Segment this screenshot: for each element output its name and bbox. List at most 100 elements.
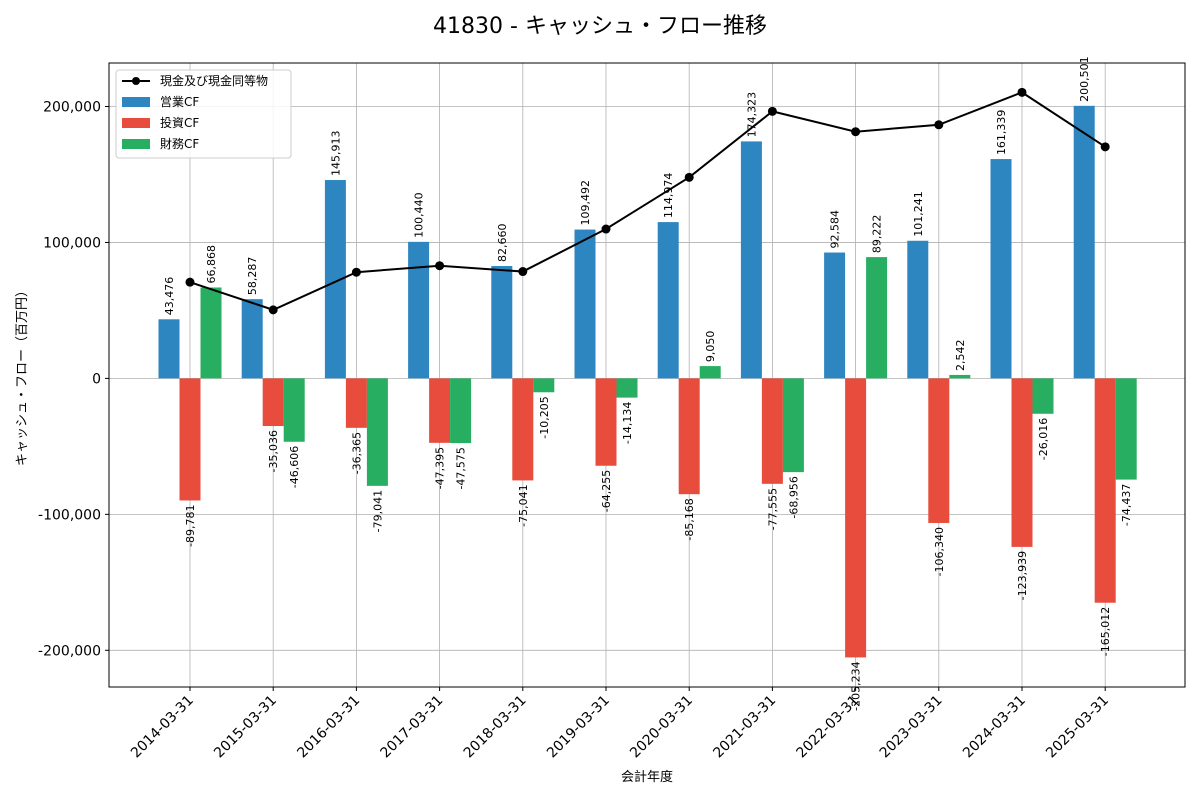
operating-cf-bar (824, 252, 846, 379)
operating-cf-bar (740, 141, 762, 379)
financing-cf-bar (366, 378, 388, 486)
operating-cf-label: 82,660 (496, 224, 509, 263)
operating-cf-label: 161,339 (995, 110, 1008, 156)
investing-cf-bar (1094, 378, 1116, 603)
financing-cf-bar (533, 378, 555, 393)
investing-cf-bar (429, 378, 451, 443)
financing-cf-bar (949, 374, 971, 379)
financing-cf-label: 9,050 (704, 331, 717, 363)
investing-cf-label: -75,041 (517, 484, 530, 526)
financing-cf-label: -47,575 (455, 447, 468, 489)
financing-cf-bar (283, 378, 305, 442)
investing-cf-label: -123,939 (1016, 551, 1029, 600)
financing-cf-bar (782, 378, 804, 473)
operating-cf-label: 174,323 (745, 92, 758, 138)
y-tick-label: -200,000 (38, 643, 101, 659)
investing-cf-bar (1011, 378, 1033, 547)
legend: 現金及び現金同等物 営業CF 投資CF 財務CF (115, 69, 292, 159)
legend-swatch-operating (122, 97, 150, 107)
legend-line-marker (132, 77, 140, 85)
investing-cf-bar (345, 378, 367, 428)
financing-cf-label: -74,437 (1120, 484, 1133, 526)
investing-cf-bar (512, 378, 534, 481)
operating-cf-bar (907, 240, 929, 379)
legend-box (115, 69, 292, 159)
financing-cf-label: -14,134 (621, 402, 634, 444)
operating-cf-bar (574, 229, 596, 379)
chart-title: 41830 - キャッシュ・フロー推移 (433, 14, 767, 39)
investing-cf-label: -77,555 (766, 488, 779, 530)
investing-cf-label: -64,255 (600, 470, 613, 512)
investing-cf-label: -85,168 (683, 498, 696, 540)
investing-cf-label: -89,781 (184, 504, 197, 546)
investing-cf-label: -205,234 (850, 661, 863, 710)
y-axis-label: キャッシュ・フロー（百万円） (15, 284, 30, 466)
cash-equivalents-point (767, 106, 777, 116)
label-layer: 43,476 58,287 145,913 100,440 82,660 109,492 1… (163, 56, 1133, 711)
cash-equivalents-point (601, 224, 611, 234)
financing-cf-label: 2,542 (954, 339, 967, 371)
operating-cf-label: 145,913 (329, 131, 342, 177)
legend-label-financing: 財務CF (160, 136, 199, 151)
cash-equivalents-point (351, 267, 361, 277)
y-tick-label: 200,000 (43, 100, 101, 116)
operating-cf-bar (491, 266, 513, 379)
investing-cf-label: -106,340 (933, 527, 946, 576)
operating-cf-bar (990, 159, 1012, 379)
operating-cf-bar (241, 299, 263, 379)
cash-equivalents-point (268, 305, 278, 315)
cash-equivalents-point (1017, 87, 1027, 97)
financing-cf-bar (616, 378, 638, 398)
investing-cf-label: -47,395 (434, 447, 447, 489)
financing-cf-label: -46,606 (288, 446, 301, 488)
y-tick-label: 0 (92, 371, 101, 387)
investing-cf-bar (678, 378, 700, 495)
legend-label-investing: 投資CF (160, 115, 199, 130)
operating-cf-bar (324, 180, 346, 379)
line-layer (185, 87, 1110, 315)
operating-cf-bar (408, 241, 430, 379)
cash-equivalents-point (684, 172, 694, 182)
operating-cf-label: 114,974 (662, 173, 675, 219)
financing-cf-bar (450, 378, 472, 444)
operating-cf-label: 100,440 (413, 192, 426, 238)
y-tick-label: 100,000 (43, 235, 101, 251)
legend-swatch-investing (122, 118, 150, 128)
financing-cf-label: -26,016 (1037, 418, 1050, 460)
operating-cf-label: 101,241 (912, 191, 925, 237)
operating-cf-bar (657, 222, 679, 379)
financing-cf-bar (1115, 378, 1137, 480)
financing-cf-bar (699, 366, 721, 379)
cash-equivalents-point (518, 267, 528, 277)
legend-label-cash: 現金及び現金同等物 (160, 73, 268, 88)
investing-cf-label: -165,012 (1099, 607, 1112, 656)
financing-cf-bar (200, 287, 222, 379)
cash-equivalents-point (934, 120, 944, 130)
operating-cf-label: 92,584 (829, 210, 842, 249)
plot-frame (108, 62, 1186, 688)
investing-cf-label: -36,365 (350, 432, 363, 474)
operating-cf-label: 58,287 (246, 257, 259, 296)
financing-cf-label: -79,041 (371, 490, 384, 532)
financing-cf-bar (1032, 378, 1054, 414)
legend-label-operating: 営業CF (160, 95, 199, 109)
financing-cf-label: -10,205 (538, 396, 551, 438)
cash-equivalents-line (189, 91, 1106, 311)
investing-cf-bar (179, 378, 201, 501)
investing-cf-bar (262, 378, 284, 427)
financing-cf-label: 89,222 (871, 215, 884, 254)
cash-equivalents-point (185, 277, 195, 287)
investing-cf-bar (845, 378, 867, 658)
legend-swatch-financing (122, 139, 150, 149)
cash-equivalents-point (851, 127, 861, 137)
cash-equivalents-point (435, 261, 445, 271)
y-tick-label: -100,000 (38, 507, 101, 523)
bar-layer (158, 105, 1137, 658)
investing-cf-bar (595, 378, 617, 466)
investing-cf-label: -35,036 (267, 430, 280, 472)
cash-equivalents-point (1100, 142, 1110, 152)
investing-cf-bar (761, 378, 783, 484)
financing-cf-bar (866, 257, 888, 379)
operating-cf-label: 43,476 (163, 277, 176, 316)
